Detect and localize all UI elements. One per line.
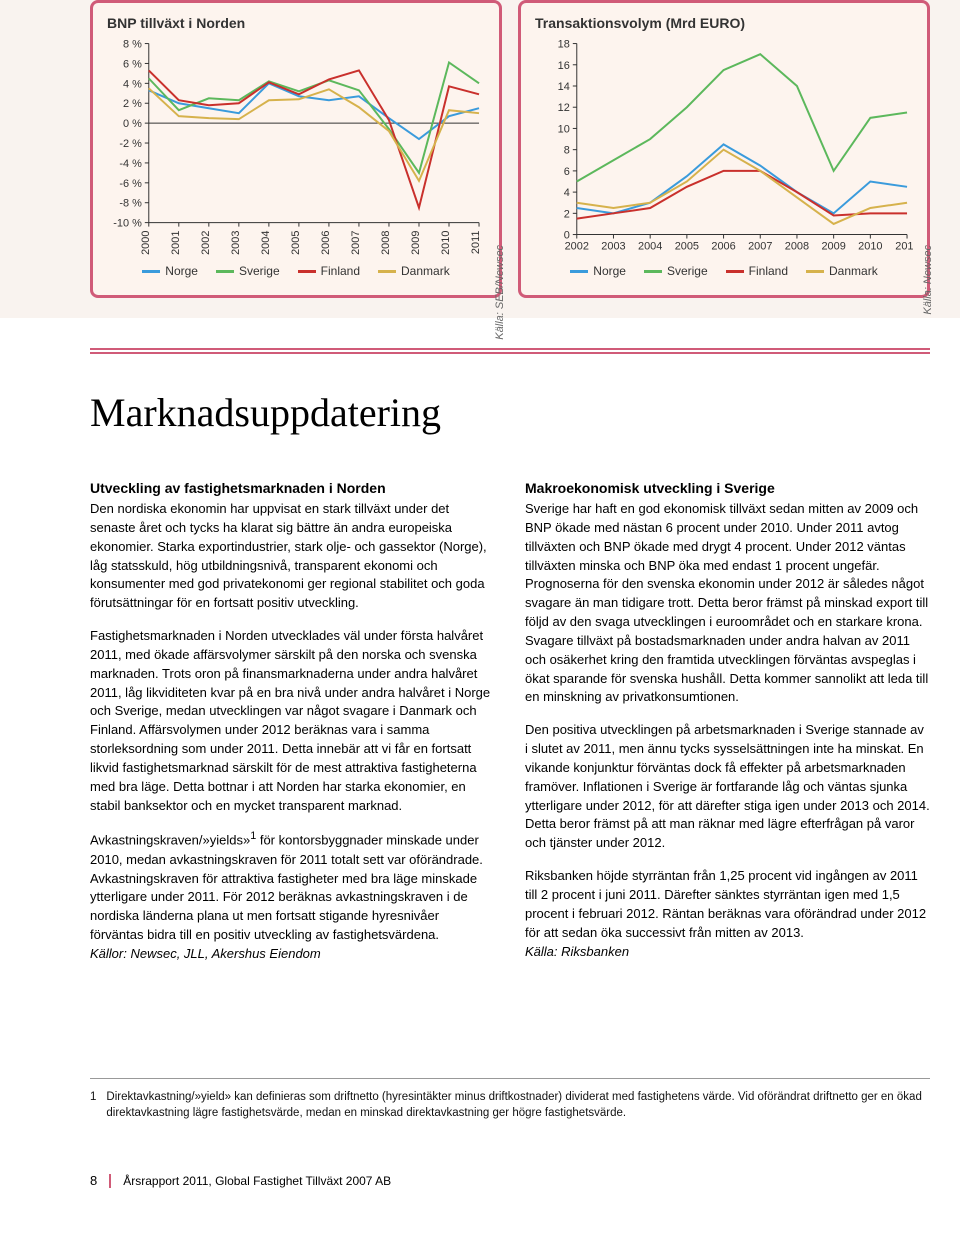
legend-item: Sverige bbox=[216, 263, 280, 280]
page-footer: 8 Årsrapport 2011, Global Fastighet Till… bbox=[90, 1172, 930, 1191]
svg-text:2004: 2004 bbox=[260, 231, 272, 255]
chart-card-volym: Transaktionsvolym (Mrd EURO) 18 16 14 12 10 8… bbox=[518, 0, 930, 298]
svg-text:6: 6 bbox=[564, 166, 570, 178]
right-p3: Riksbanken höjde styrräntan från 1,25 pr… bbox=[525, 867, 930, 961]
svg-text:2010: 2010 bbox=[440, 231, 452, 255]
legend-item: Finland bbox=[726, 263, 788, 280]
svg-text:2001: 2001 bbox=[170, 231, 182, 255]
svg-text:2009: 2009 bbox=[410, 231, 422, 255]
svg-text:2000: 2000 bbox=[140, 231, 152, 255]
chart2-title: Transaktionsvolym (Mrd EURO) bbox=[535, 13, 913, 33]
right-p1: Sverige har haft en god ekonomisk tillvä… bbox=[525, 500, 930, 707]
svg-text:2010: 2010 bbox=[858, 241, 882, 253]
svg-text:2006: 2006 bbox=[711, 241, 735, 253]
svg-text:18: 18 bbox=[558, 39, 570, 51]
left-subheading: Utveckling av fastighetsmarknaden i Nord… bbox=[90, 478, 495, 498]
svg-text:2009: 2009 bbox=[821, 241, 845, 253]
svg-text:2011: 2011 bbox=[470, 231, 482, 255]
svg-text:-4 %: -4 % bbox=[119, 158, 142, 170]
svg-text:2007: 2007 bbox=[748, 241, 772, 253]
svg-text:2011: 2011 bbox=[895, 241, 913, 253]
svg-text:2002: 2002 bbox=[565, 241, 589, 253]
svg-text:2 %: 2 % bbox=[123, 99, 142, 111]
legend-item: Danmark bbox=[806, 263, 878, 280]
legend-item: Finland bbox=[298, 263, 360, 280]
right-subheading: Makroekonomisk utveckling i Sverige bbox=[525, 478, 930, 498]
svg-text:16: 16 bbox=[558, 60, 570, 72]
chart2-legend: Norge Sverige Finland Danmark bbox=[535, 263, 913, 280]
footnote: 1 Direktavkastning/»yield» kan definiera… bbox=[90, 1078, 930, 1122]
left-p2: Fastighetsmarknaden i Norden utvecklades… bbox=[90, 627, 495, 815]
svg-text:2007: 2007 bbox=[350, 231, 362, 255]
left-p1: Den nordiska ekonomin har uppvisat en st… bbox=[90, 500, 495, 613]
svg-text:2004: 2004 bbox=[638, 241, 662, 253]
svg-text:8 %: 8 % bbox=[123, 39, 142, 51]
svg-text:2003: 2003 bbox=[230, 231, 242, 255]
legend-item: Norge bbox=[570, 263, 626, 280]
svg-text:14: 14 bbox=[558, 81, 570, 93]
right-p2: Den positiva utvecklingen på arbetsmarkn… bbox=[525, 721, 930, 853]
chart1-legend: Norge Sverige Finland Danmark bbox=[107, 263, 485, 280]
chart1-title: BNP tillväxt i Norden bbox=[107, 13, 485, 33]
svg-text:-8 %: -8 % bbox=[119, 198, 142, 210]
footer-divider bbox=[109, 1174, 111, 1188]
svg-text:4 %: 4 % bbox=[123, 79, 142, 91]
svg-text:6 %: 6 % bbox=[123, 59, 142, 71]
svg-text:0 %: 0 % bbox=[123, 118, 142, 130]
svg-text:10: 10 bbox=[558, 124, 570, 136]
svg-text:2: 2 bbox=[564, 209, 570, 221]
svg-text:2008: 2008 bbox=[785, 241, 809, 253]
svg-text:-10 %: -10 % bbox=[113, 218, 142, 230]
svg-text:2003: 2003 bbox=[601, 241, 625, 253]
left-p3: Avkastningskraven/»yields»1 för kontorsb… bbox=[90, 829, 495, 963]
svg-text:8: 8 bbox=[564, 145, 570, 157]
legend-item: Sverige bbox=[644, 263, 708, 280]
svg-text:2008: 2008 bbox=[380, 231, 392, 255]
chart1-source: Källa: SEB/Newsec bbox=[493, 245, 509, 340]
svg-text:2005: 2005 bbox=[290, 231, 302, 255]
right-column: Makroekonomisk utveckling i Sverige Sver… bbox=[525, 478, 930, 978]
left-column: Utveckling av fastighetsmarknaden i Nord… bbox=[90, 478, 495, 978]
svg-text:2005: 2005 bbox=[675, 241, 699, 253]
chart2-svg: 1816141210864202002200320042005200620072… bbox=[535, 39, 913, 259]
legend-item: Norge bbox=[142, 263, 198, 280]
svg-text:2006: 2006 bbox=[320, 231, 332, 255]
svg-text:2002: 2002 bbox=[200, 231, 212, 255]
chart2-source: Källa: Newsec bbox=[921, 245, 937, 315]
chart-card-bnp: BNP tillväxt i Norden 8 % 6 % 4 % 2 % 0 % -2 … bbox=[90, 0, 502, 298]
chart1-svg: 8 % 6 % 4 % 2 % 0 % -2 % -4 % -6 % -8 % -10 %2000… bbox=[107, 39, 485, 259]
svg-text:4: 4 bbox=[564, 187, 570, 199]
svg-text:12: 12 bbox=[558, 102, 570, 114]
svg-text:-2 %: -2 % bbox=[119, 138, 142, 150]
footer-doc-title: Årsrapport 2011, Global Fastighet Tillvä… bbox=[123, 1173, 391, 1190]
legend-item: Danmark bbox=[378, 263, 450, 280]
svg-text:-6 %: -6 % bbox=[119, 178, 142, 190]
page-heading: Marknadsuppdatering bbox=[90, 384, 930, 442]
page-number: 8 bbox=[90, 1172, 97, 1191]
